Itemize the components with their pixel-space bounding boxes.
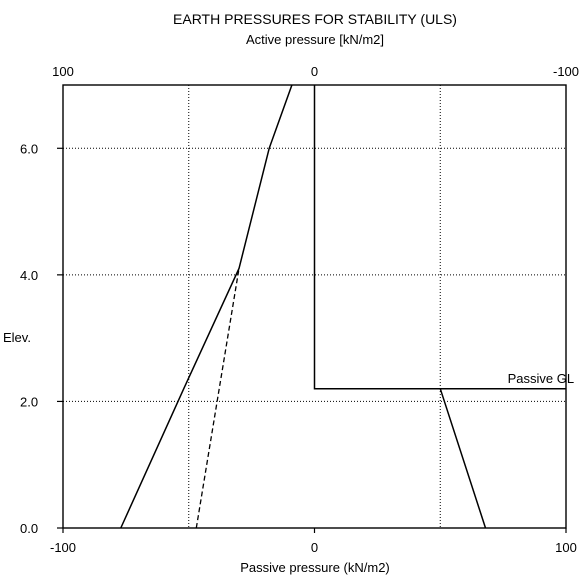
top-tick-label: 0 [311,64,318,79]
chart-title: EARTH PRESSURES FOR STABILITY (ULS) [173,11,457,27]
top-tick-label: -100 [553,64,579,79]
top-axis-label: Active pressure [kN/m2] [246,32,384,47]
bottom-tick-label: 0 [311,540,318,555]
bottom-axis-label: Passive pressure (kN/m2) [240,560,390,575]
bottom-tick-label: 100 [555,540,577,555]
y-tick-label: 2.0 [20,394,38,409]
y-axis-label: Elev. [3,330,31,345]
pressure-line-1 [120,84,293,529]
gridlines [63,85,566,528]
top-tick-label: 100 [52,64,74,79]
y-tick-label: 6.0 [20,141,38,156]
bottom-tick-label: -100 [50,540,76,555]
series-lines [120,84,566,529]
pressure-line-3 [313,85,566,390]
plot-frame [62,84,567,529]
y-tick-label: 0.0 [20,521,38,536]
annotations: Passive GL [508,371,574,386]
passive-gl-label: Passive GL [508,371,574,386]
axis-ticks: 0.0 2.0 4.0 6.0 100 0 -100 -100 0 100 [20,64,579,555]
pressure-line-2 [195,268,240,529]
y-tick-label: 4.0 [20,268,38,283]
pressure-line-4 [439,388,487,529]
